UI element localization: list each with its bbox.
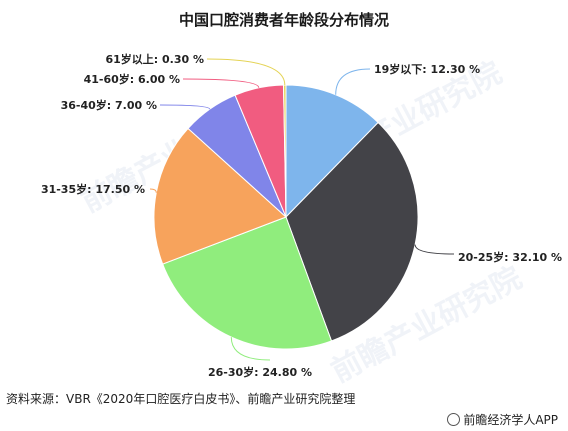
leader-line-6	[182, 78, 260, 88]
slice-label-3: 26-30岁: 24.80 %	[208, 365, 312, 379]
pie-slice-2	[285, 121, 419, 342]
brand-name: 前瞻经济学人APP	[463, 413, 558, 427]
pie-slice-1	[285, 84, 379, 219]
pie-slice-7	[283, 84, 287, 218]
slice-label-4: 31-35岁: 17.50 %	[41, 182, 145, 196]
slice-label-7: 61岁以上: 0.30 %	[105, 52, 204, 66]
leader-line-1	[335, 68, 371, 95]
leader-line-7	[206, 58, 286, 86]
chart-title: 中国口腔消费者年龄段分布情况	[178, 11, 389, 29]
leader-line-2	[414, 244, 455, 255]
brand-logo-icon	[447, 413, 461, 426]
leader-line-5	[159, 104, 211, 110]
slice-label-2: 20-25岁: 32.10 %	[458, 250, 562, 264]
slice-label-5: 36-40岁: 7.00 %	[61, 98, 157, 112]
slice-label-6: 41-60岁: 6.00 %	[84, 72, 180, 86]
brand-credit: 前瞻经济学人APP	[447, 411, 558, 428]
leader-line-4	[149, 188, 157, 193]
leader-line-3	[230, 337, 271, 361]
slice-label-1: 19岁以下: 12.30 %	[374, 62, 480, 76]
source-note: 资料来源：VBR《2020年口腔医疗白皮书》、前瞻产业研究院整理	[6, 392, 356, 406]
